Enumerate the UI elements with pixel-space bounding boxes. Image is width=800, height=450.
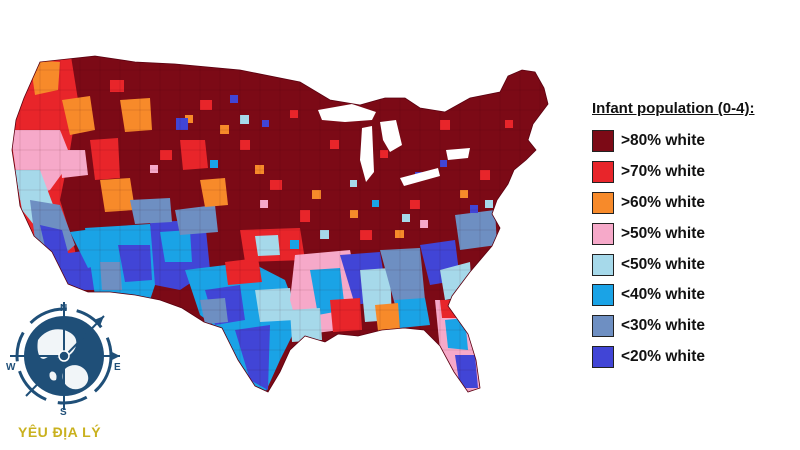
legend-swatch — [592, 315, 614, 338]
legend-label: >70% white — [621, 163, 705, 181]
legend-label: >80% white — [621, 132, 705, 150]
legend-item: >60% white — [592, 188, 797, 219]
legend-swatch — [592, 284, 614, 307]
compass-letter-s: S — [60, 407, 67, 418]
legend-label: >50% white — [621, 224, 705, 242]
legend-item: <20% white — [592, 342, 797, 373]
logo-wordmark: YÊU ĐỊA LÝ — [18, 424, 102, 440]
legend-swatch — [592, 253, 614, 276]
legend-item: <30% white — [592, 311, 797, 342]
legend-label: <20% white — [621, 347, 705, 365]
us-county-map — [11, 55, 549, 393]
legend-item: <40% white — [592, 280, 797, 311]
compass-letter-n: N — [60, 303, 67, 314]
legend-title: Infant population (0-4): — [592, 100, 755, 117]
legend-label: <40% white — [621, 286, 705, 304]
legend-item: >50% white — [592, 218, 797, 249]
legend-item: >80% white — [592, 126, 797, 157]
legend-label: <30% white — [621, 317, 705, 335]
legend-swatch — [592, 130, 614, 153]
legend-swatch — [592, 345, 614, 368]
legend-item: >70% white — [592, 157, 797, 188]
map-legend: Infant population (0-4): >80% white >70% … — [592, 100, 797, 372]
legend-swatch — [592, 222, 614, 245]
compass-letter-e: E — [114, 362, 121, 373]
legend-label: <50% white — [621, 255, 705, 273]
legend-item: <50% white — [592, 249, 797, 280]
legend-swatch — [592, 191, 614, 214]
legend-label: >60% white — [621, 193, 705, 211]
legend-swatch — [592, 161, 614, 184]
compass-letter-w: W — [6, 362, 16, 373]
compass-logo: N S E W — [6, 302, 121, 418]
